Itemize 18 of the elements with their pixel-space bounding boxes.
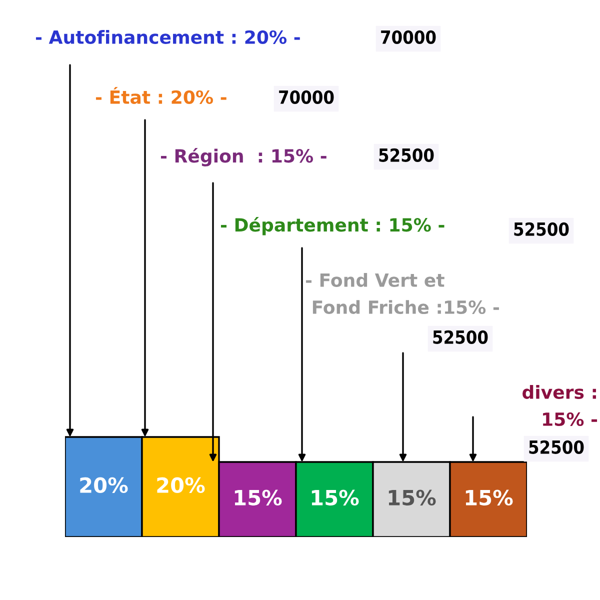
text: 52500 (379, 148, 434, 162)
text: - État : 20% - (96, 87, 226, 104)
data-label: 15% (388, 490, 436, 506)
text: divers : 15% - (522, 385, 598, 426)
data-label: 20% (157, 477, 205, 494)
data-label: 20% (80, 477, 128, 494)
text: 52500 (433, 330, 488, 344)
data-label: 15% (312, 490, 359, 506)
text: 52500 (514, 222, 569, 236)
data-label: 15% (234, 490, 282, 506)
text: - Fond Vert et Fond Friche :15% - (306, 273, 499, 314)
text: 70000 (279, 90, 334, 104)
data-label: 15% (466, 490, 513, 506)
text: - Autofinancement : 20% - (36, 30, 300, 44)
text: - Région : 15% - (160, 148, 326, 166)
text: 52500 (529, 440, 584, 454)
text: 70000 (381, 30, 436, 44)
text: - Département : 15% - (220, 217, 444, 236)
